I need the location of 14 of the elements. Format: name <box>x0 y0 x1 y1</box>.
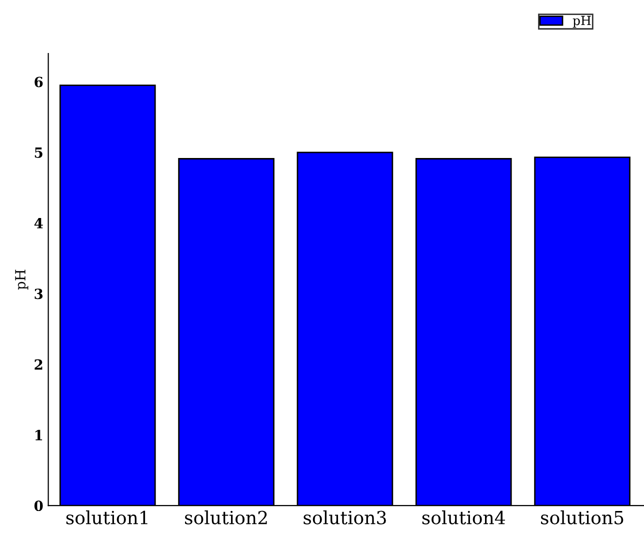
legend-label: pH <box>572 16 591 28</box>
x-tick-label: solution1 <box>66 510 148 524</box>
y-tick-label: 4 <box>34 218 43 228</box>
x-tick-label: solution5 <box>541 510 624 524</box>
y-tick-label: 6 <box>34 76 43 88</box>
y-tick-label: 2 <box>34 359 42 370</box>
y-tick-label: 3 <box>34 288 43 300</box>
x-tick-label: solution4 <box>422 510 505 524</box>
y-tick-label: 5 <box>34 148 42 158</box>
y-tick-label: 0 <box>34 500 43 512</box>
y-tick-label: 1 <box>35 430 42 440</box>
x-tick-label: solution2 <box>185 510 267 524</box>
x-tick-label: solution3 <box>304 510 386 524</box>
y-axis-title: pH <box>15 270 28 290</box>
